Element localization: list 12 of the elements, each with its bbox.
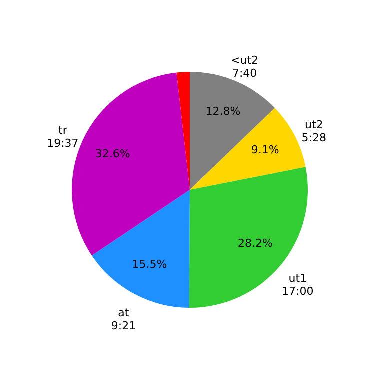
data-label: 9.1% [251,144,280,157]
data-label: 12.8% [206,104,241,118]
data-label: 28.2% [238,237,273,250]
data-label: 32.6% [95,147,130,160]
slice-label: ut2 5:28 [302,118,326,144]
data-label: 15.5% [132,258,168,271]
slice-label: ut1 17:00 [282,272,314,298]
pie-slice [176,72,190,190]
slice-label: tr 19:37 [47,124,79,150]
pie-slice [92,190,190,308]
slice-label: at 9:21 [111,306,136,332]
slice-label: <ut2 7:40 [231,54,259,80]
